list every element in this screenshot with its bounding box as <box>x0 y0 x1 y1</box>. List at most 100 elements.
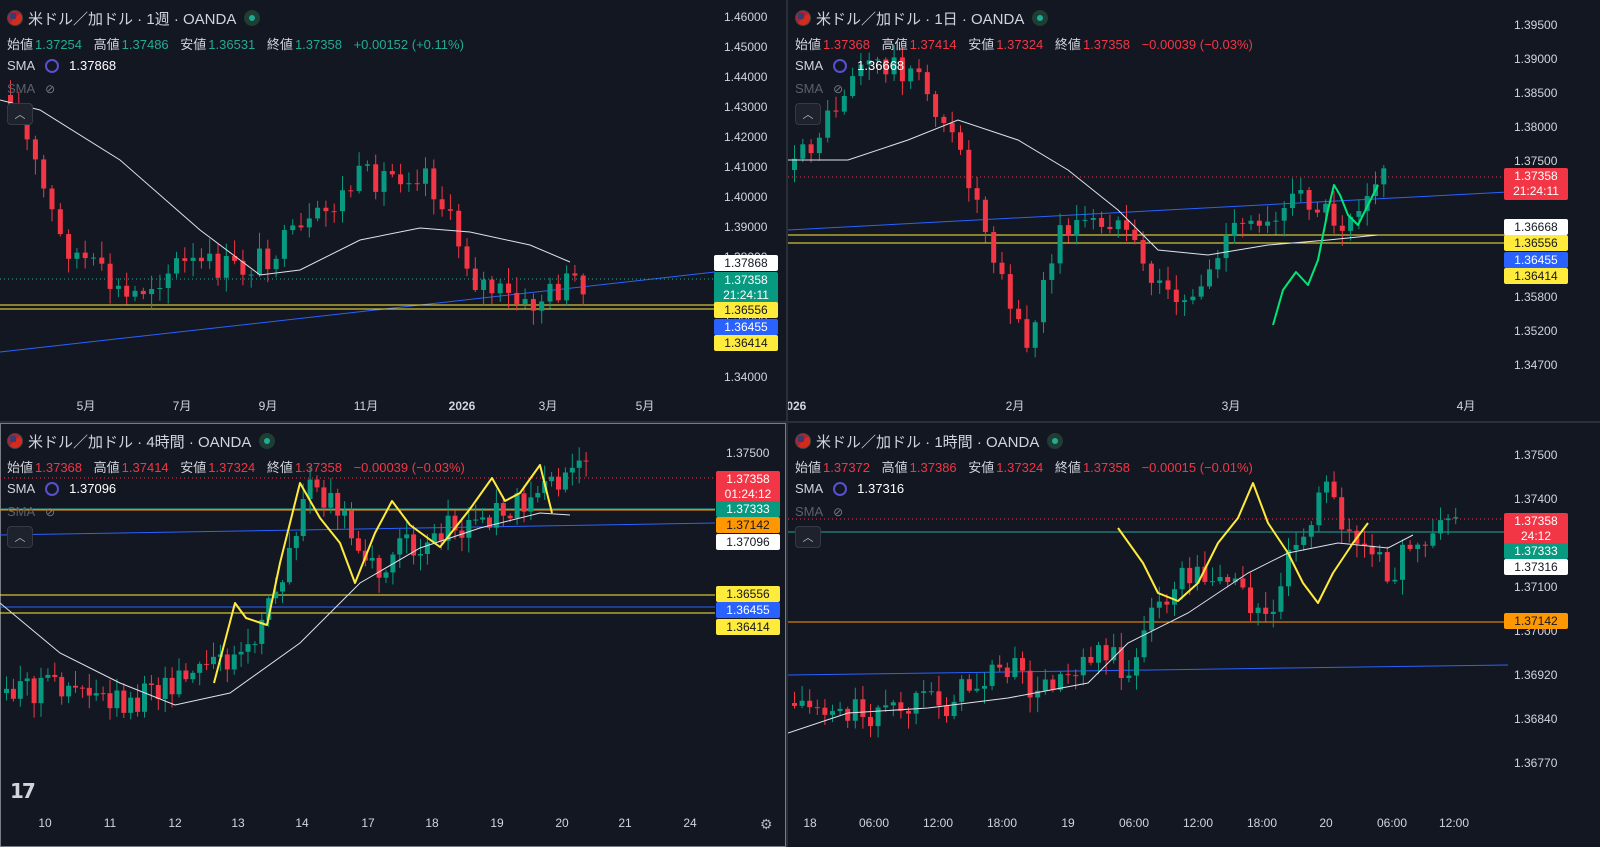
candle-body <box>224 654 230 670</box>
h1-chart-canvas[interactable]: 1.375001.374001.372001.371001.370001.369… <box>788 423 1600 847</box>
price-label: 1.36556 <box>714 302 778 318</box>
chart-pane-4h[interactable]: 1.375001.360001.355001011121314171819202… <box>0 423 786 847</box>
pane-divider-horizontal[interactable] <box>0 421 1600 423</box>
candle-body <box>411 534 417 556</box>
candle-body <box>1278 586 1284 612</box>
weekly-sma2-indicator[interactable]: SMA ⊘ <box>7 81 56 96</box>
candle-body <box>1438 520 1443 534</box>
price-label-text: 1.36556 <box>724 303 768 317</box>
chevron-up-icon[interactable]: ︿ <box>7 103 33 125</box>
candle-body <box>197 663 203 673</box>
candle-body <box>1134 657 1139 676</box>
candle-body <box>576 460 582 468</box>
pane-divider-vertical[interactable] <box>786 0 788 847</box>
price-label-bg <box>716 517 780 533</box>
candle-body <box>481 279 487 290</box>
eye-hidden-icon[interactable]: ⊘ <box>833 504 844 519</box>
candle-body <box>211 656 216 665</box>
tradingview-logo-icon[interactable]: 17 <box>10 779 36 803</box>
gear-icon[interactable]: ⚙ <box>760 816 773 832</box>
price-tick: 1.36920 <box>1514 668 1558 682</box>
daily-sma2-indicator[interactable]: SMA ⊘ <box>795 81 844 96</box>
candle-body <box>423 168 428 184</box>
candle-body <box>349 510 354 539</box>
candle-body <box>252 643 258 645</box>
candle-body <box>1445 518 1451 521</box>
time-tick: 4月 <box>1457 399 1476 413</box>
countdown-text: 21:24:11 <box>1513 184 1559 198</box>
h1-sma2-indicator[interactable]: SMA ⊘ <box>795 504 844 519</box>
candle-body <box>1096 645 1101 663</box>
candle-body <box>1156 601 1162 608</box>
candle-body <box>1207 269 1212 287</box>
candle-body <box>418 553 423 556</box>
candle-body <box>406 183 412 185</box>
chevron-up-icon[interactable]: ︿ <box>795 526 821 548</box>
countdown-text: 21:24:11 <box>723 288 769 302</box>
daily-sma-indicator[interactable]: SMA 1.36668 <box>795 58 905 73</box>
sma-line <box>0 512 571 706</box>
candle-body <box>1331 481 1337 498</box>
h4-symbol-title[interactable]: 米ドル／加ドル · 4時間 · OANDA <box>28 433 252 451</box>
time-tick: 12:00 <box>1439 816 1469 830</box>
price-tick: 1.37500 <box>726 446 770 460</box>
daily-chart-canvas[interactable]: 1.395001.390001.385001.380001.375001.370… <box>788 0 1600 421</box>
candle-body <box>1248 220 1254 224</box>
weekly-sma-indicator[interactable]: SMA 1.37868 <box>7 58 117 73</box>
daily-symbol-title[interactable]: 米ドル／加ドル · 1日 · OANDA <box>816 10 1025 28</box>
chart-pane-1h[interactable]: 1.375001.374001.372001.371001.370001.369… <box>788 423 1600 847</box>
candle-body <box>472 268 478 290</box>
candle-body <box>1058 674 1063 690</box>
candle-body <box>1132 229 1138 241</box>
candle-body <box>245 644 251 652</box>
candle-body <box>1273 220 1279 222</box>
price-label-bg <box>714 335 778 351</box>
candle-body <box>99 257 105 264</box>
candle-body <box>439 199 445 210</box>
candle-body <box>115 285 121 289</box>
candle-body <box>323 207 329 212</box>
price-label: 1.36455 <box>1504 252 1568 268</box>
candle-body <box>830 711 835 715</box>
h1-symbol-title[interactable]: 米ドル／加ドル · 1時間 · OANDA <box>816 433 1040 451</box>
candle-body <box>1364 196 1370 212</box>
time-tick: 12:00 <box>1183 816 1213 830</box>
candle-body <box>128 697 134 713</box>
candle-body <box>1248 587 1253 614</box>
candle-body <box>93 693 99 696</box>
candle-body <box>951 701 957 717</box>
candle-body <box>1210 581 1215 583</box>
chart-pane-daily[interactable]: 1.395001.390001.385001.380001.375001.370… <box>788 0 1600 421</box>
chevron-up-icon[interactable]: ︿ <box>7 526 33 548</box>
h1-sma-indicator[interactable]: SMA 1.37316 <box>795 481 905 496</box>
candle-body <box>1270 611 1276 614</box>
price-label: 1.37333 <box>716 501 780 517</box>
time-tick: 19 <box>490 816 504 830</box>
candle-body <box>949 122 955 133</box>
weekly-chart-canvas[interactable]: 1.46000 1.45000 1.44000 1.43000 1.42000 1.410… <box>0 0 786 421</box>
candle-body <box>1141 630 1147 658</box>
chart-pane-weekly[interactable]: 1.46000 1.45000 1.44000 1.43000 1.42000 1.410… <box>0 0 786 421</box>
candle-body <box>1124 220 1129 230</box>
candle-body <box>530 299 536 311</box>
h4-sma2-indicator[interactable]: SMA ⊘ <box>7 504 56 519</box>
candle-body <box>974 688 980 691</box>
candle-body <box>913 692 919 714</box>
candle-body <box>314 479 320 488</box>
eye-hidden-icon[interactable]: ⊘ <box>833 81 844 96</box>
candle-body <box>487 517 492 528</box>
h4-chart-canvas[interactable]: 1.375001.360001.355001011121314171819202… <box>0 423 786 847</box>
candle-body <box>1217 576 1223 582</box>
chevron-up-icon[interactable]: ︿ <box>795 103 821 125</box>
candle-body <box>174 258 179 274</box>
price-tick: 1.39000 <box>724 220 768 234</box>
eye-hidden-icon[interactable]: ⊘ <box>45 504 56 519</box>
eye-hidden-icon[interactable]: ⊘ <box>45 81 56 96</box>
price-label-bg <box>714 302 778 318</box>
candle-body <box>792 158 797 170</box>
candle-body <box>958 132 963 150</box>
weekly-symbol-title[interactable]: 米ドル／加ドル · 1週 · OANDA <box>28 10 237 28</box>
h4-sma-indicator[interactable]: SMA 1.37096 <box>7 481 117 496</box>
candle-body <box>140 290 146 295</box>
